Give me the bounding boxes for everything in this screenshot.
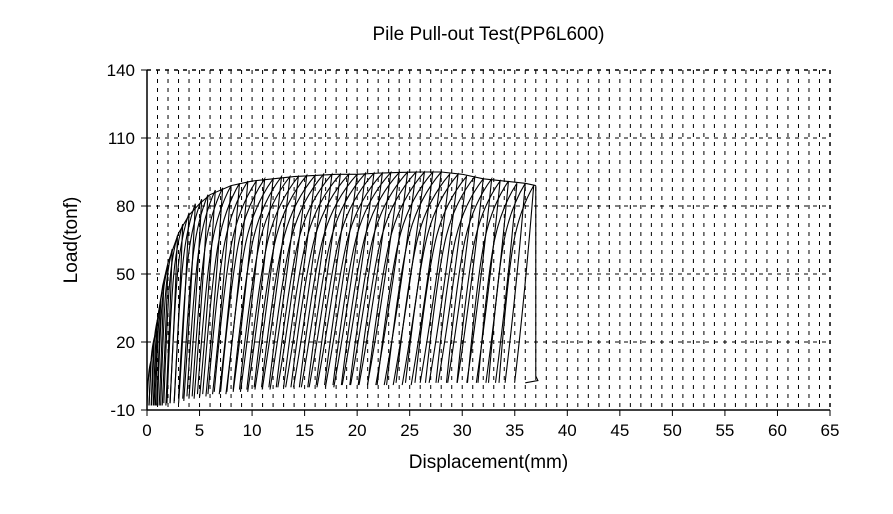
x-tick-label: 65 xyxy=(821,421,840,440)
chart-container: { "chart": { "type": "line", "title": "P… xyxy=(0,0,893,514)
x-tick-label: 60 xyxy=(768,421,787,440)
x-tick-label: 5 xyxy=(195,421,204,440)
y-tick-label: 80 xyxy=(116,197,135,216)
y-tick-label: 140 xyxy=(107,61,135,80)
y-tick-label: 20 xyxy=(116,333,135,352)
x-tick-label: 45 xyxy=(610,421,629,440)
x-tick-label: 20 xyxy=(348,421,367,440)
x-tick-label: 10 xyxy=(243,421,262,440)
y-axis-label: Load(tonf) xyxy=(61,197,82,284)
x-tick-label: 50 xyxy=(663,421,682,440)
x-tick-label: 30 xyxy=(453,421,472,440)
x-tick-label: 35 xyxy=(505,421,524,440)
x-tick-label: 40 xyxy=(558,421,577,440)
x-tick-label: 55 xyxy=(715,421,734,440)
chart-svg: 0 5 10 15 20 25 30 35 40 45 50 55 60 65 -10 20 50 80 110 14… xyxy=(0,0,893,514)
x-tick-label: 0 xyxy=(142,421,151,440)
y-tick-label: -10 xyxy=(110,401,135,420)
x-tick-label: 25 xyxy=(400,421,419,440)
y-tick-label: 110 xyxy=(108,129,135,148)
x-tick-label: 15 xyxy=(295,421,314,440)
chart-title: Pile Pull-out Test(PP6L600) xyxy=(373,24,605,45)
x-axis-label: Displacement(mm) xyxy=(409,452,568,473)
y-tick-label: 50 xyxy=(116,265,135,284)
